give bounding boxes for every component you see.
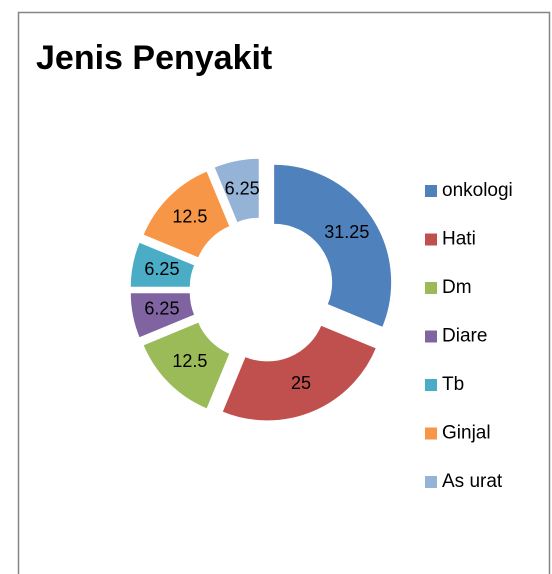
doughnut-segment — [273, 163, 393, 329]
doughnut-segment — [142, 321, 231, 410]
legend-swatch — [425, 282, 437, 294]
legend-label: Tb — [442, 374, 464, 395]
legend-label: Diare — [442, 326, 487, 347]
legend-label: onkologi — [442, 180, 513, 201]
legend-swatch — [425, 476, 437, 488]
data-label: 12.5 — [172, 351, 207, 371]
legend-swatch — [425, 427, 437, 440]
chart-title: Jenis Penyakit — [36, 39, 272, 77]
data-label: 6.25 — [225, 179, 260, 199]
doughnut-segment — [213, 157, 260, 224]
doughnut-segment — [129, 292, 196, 339]
legend-swatch — [425, 379, 437, 391]
legend-swatch — [425, 233, 437, 246]
legend-label: Dm — [442, 277, 472, 298]
doughnut-segment — [129, 241, 196, 288]
legend-swatch — [425, 330, 437, 343]
data-label: 25 — [291, 373, 311, 393]
data-label: 6.25 — [144, 259, 179, 279]
chart-frame — [17, 11, 551, 574]
legend-label: Hati — [442, 229, 476, 250]
legend-label: As urat — [442, 471, 503, 492]
doughnut-segment — [142, 170, 231, 259]
legend-label: Ginjal — [442, 423, 491, 444]
data-label: 31.25 — [324, 222, 369, 242]
data-label: 12.5 — [172, 207, 207, 227]
doughnut-segment — [221, 324, 378, 422]
data-label: 6.25 — [144, 299, 179, 319]
legend-swatch — [425, 185, 437, 197]
